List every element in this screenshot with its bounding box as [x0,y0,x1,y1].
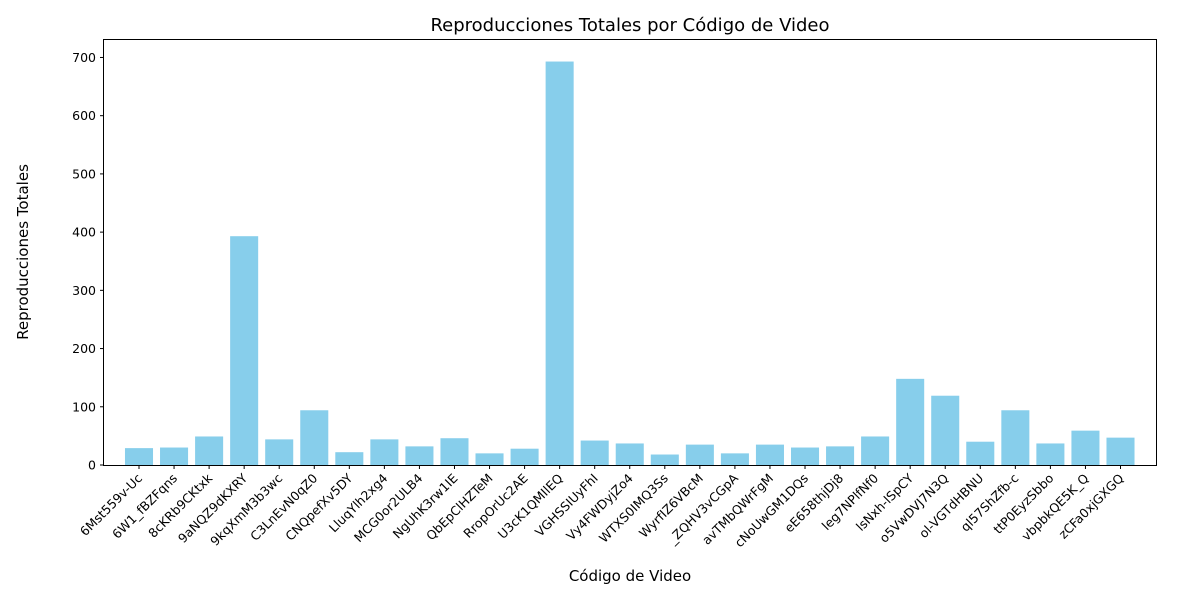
bar-6W1_fBZFqns [160,447,189,465]
bar-_ZQHV3vCGpA [720,453,749,465]
bar-zCFa0xjGXGQ [1106,437,1135,465]
bar-ol-VGTdHBNU [966,441,995,465]
y-tick-label: 200 [72,341,96,356]
plot-frame [103,39,1157,466]
x-ticks-group: 6Mst559v-Uc6W1_fBZFqns8cKRb9CKtxk9aNQZ9d… [77,465,1127,550]
bar-MCG0or2ULB4 [405,446,434,465]
bar-CNQpefXv5DY [335,452,364,465]
y-tick-label: 600 [72,108,96,123]
bar-avTMbQWrFgM [755,444,784,465]
y-tick-label: 400 [72,225,96,240]
bar-o5VwDVJ7N3Q [931,395,960,465]
bar-U3cK1QMIlEQ [545,61,574,465]
bars-group [124,61,1135,465]
bar-cNoUwGM1DQs [791,447,820,465]
y-axis-label: Reproducciones Totales [14,164,32,340]
y-ticks-group: 0 100 200 300 400 500 600 700 [72,50,104,473]
chart-title: Reproducciones Totales por Código de Vid… [430,15,829,36]
x-axis-label: Código de Video [569,567,691,585]
y-tick-label: 0 [88,458,96,473]
bar-Vy4FWDyjZo4 [615,443,644,465]
y-tick-label: 300 [72,283,96,298]
bar-8cKRb9CKtxk [195,436,224,465]
bar-9aNQZ9dKXRY [230,236,259,465]
bar-WyrfIZ6VBcM [685,444,714,465]
bar-lsNxh-lSpCY [896,378,925,465]
bar-6Mst559v-Uc [124,448,154,465]
bar-ql57ShZfb-c [1001,410,1030,465]
bar-eE658thjDj8 [826,446,855,465]
bar-vbpbkQE5K_Q [1071,430,1100,465]
y-tick-label: 100 [72,399,96,414]
bar-C3LnEvN0qZ0 [300,410,329,465]
bar-VGHSSIUyFhI [580,440,609,465]
bar-leg7NPlfNf0 [861,436,890,465]
y-tick-label: 700 [72,50,96,65]
bar-QbEpClHZTeM [475,453,504,465]
y-tick-label: 500 [72,166,96,181]
bar-LluqYlh2xg4 [370,439,399,465]
bar-NgUhK3rw1IE [440,438,469,465]
bar-ttP0EyzSbbo [1036,443,1065,465]
bar-9kqXmM3b3wc [265,439,294,465]
bar-RropOrUc2AE [510,448,539,465]
bar-WTXS0IMQ3Ss [650,454,679,465]
